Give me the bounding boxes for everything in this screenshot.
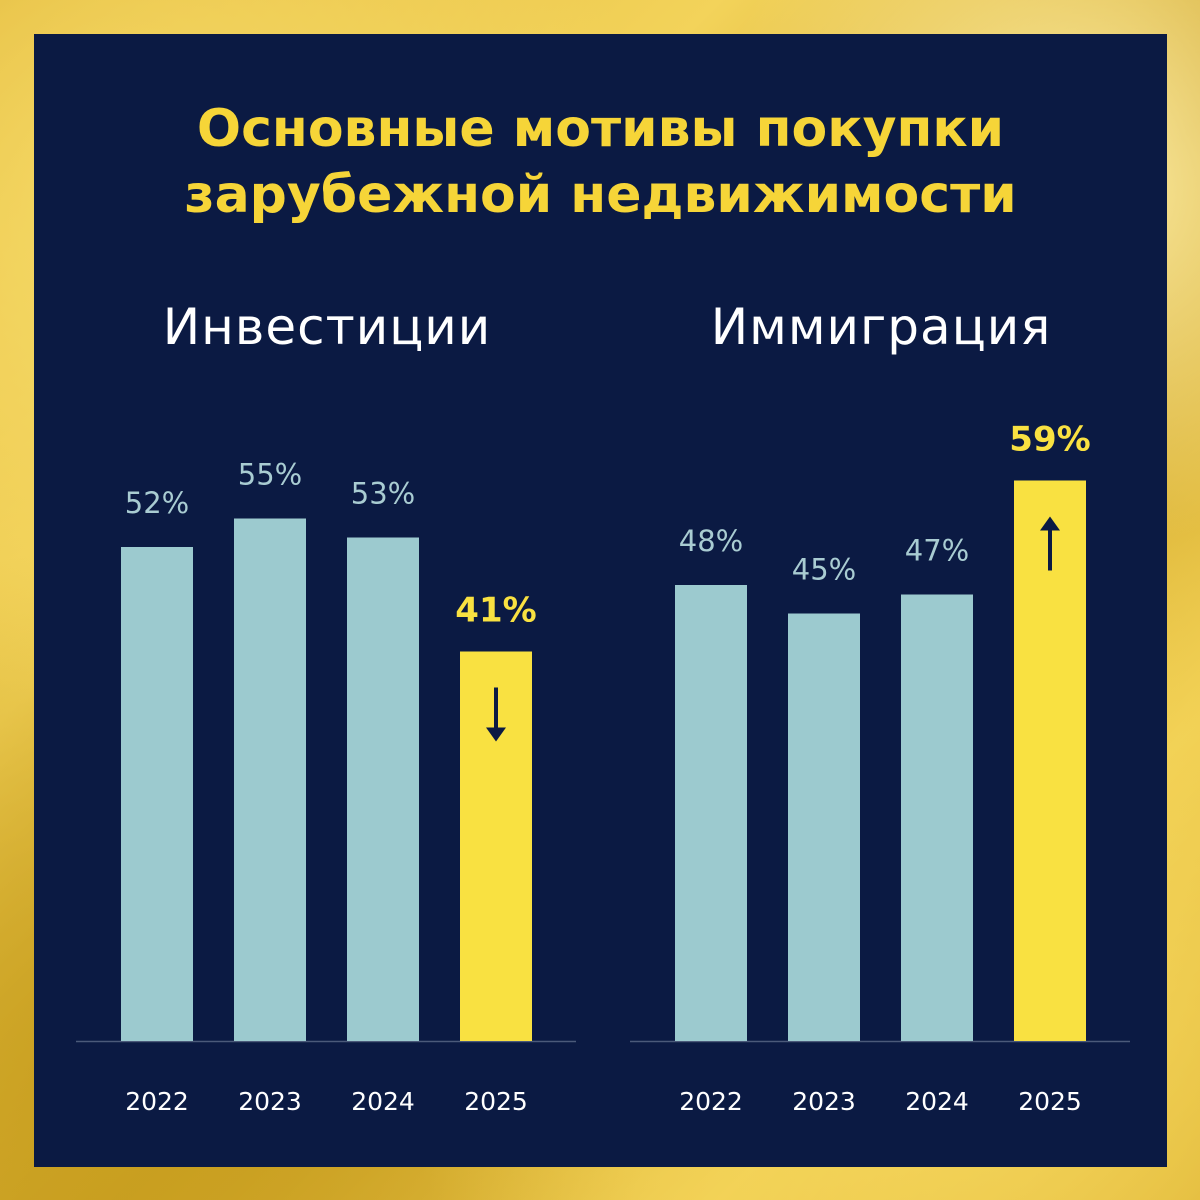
immigration-year-label-2024: 2024 bbox=[905, 1087, 969, 1116]
immigration-chart-title: Иммиграция bbox=[711, 298, 1052, 356]
immigration-bar-2024 bbox=[901, 594, 973, 1041]
investments-chart-title: Инвестиции bbox=[163, 298, 491, 356]
investments-value-label-2022: 52% bbox=[125, 486, 189, 520]
investments-bar-2022 bbox=[121, 547, 193, 1041]
investments-value-label-2025: 41% bbox=[455, 591, 536, 631]
investments-value-label-2023: 55% bbox=[238, 458, 302, 492]
immigration-year-label-2025: 2025 bbox=[1018, 1087, 1082, 1116]
immigration-bar-2023 bbox=[788, 613, 860, 1041]
investments-arrow-down-icon bbox=[486, 727, 506, 742]
immigration-bar-2022 bbox=[675, 585, 747, 1041]
immigration-value-label-2022: 48% bbox=[679, 524, 743, 558]
investments-bar-2023 bbox=[234, 518, 306, 1041]
investments-bar-2024 bbox=[347, 537, 419, 1041]
chart-title-line-1: Основные мотивы покупки bbox=[196, 99, 1005, 159]
immigration-value-label-2023: 45% bbox=[792, 553, 856, 587]
immigration-value-label-2024: 47% bbox=[905, 534, 969, 568]
chart-title: Основные мотивы покупки зарубежной недви… bbox=[34, 96, 1167, 228]
immigration-year-label-2022: 2022 bbox=[679, 1087, 743, 1116]
investments-year-label-2025: 2025 bbox=[464, 1087, 528, 1116]
investments-value-label-2024: 53% bbox=[351, 477, 415, 511]
investments-year-label-2022: 2022 bbox=[125, 1087, 189, 1116]
infographic-panel: Основные мотивы покупки зарубежной недви… bbox=[34, 34, 1167, 1167]
immigration-year-label-2023: 2023 bbox=[792, 1087, 856, 1116]
chart-title-line-2: зарубежной недвижимости bbox=[184, 165, 1017, 225]
immigration-bar-2025 bbox=[1014, 480, 1086, 1041]
bar-charts: Инвестиции 52% 2022 55% 2023 53% 2024 41% 2025 Им… bbox=[76, 298, 1130, 1116]
investments-year-label-2023: 2023 bbox=[238, 1087, 302, 1116]
immigration-arrow-up-icon bbox=[1040, 516, 1060, 531]
investments-year-label-2024: 2024 bbox=[351, 1087, 415, 1116]
immigration-value-label-2025: 59% bbox=[1009, 420, 1090, 460]
